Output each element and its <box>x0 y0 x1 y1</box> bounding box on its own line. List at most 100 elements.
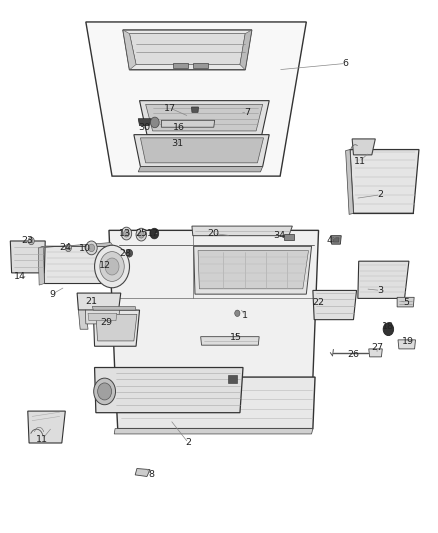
Polygon shape <box>93 310 140 346</box>
Text: 6: 6 <box>343 59 349 68</box>
Polygon shape <box>78 310 88 329</box>
Text: 4: 4 <box>326 237 332 246</box>
Text: 11: 11 <box>36 435 48 444</box>
Polygon shape <box>115 377 315 429</box>
Polygon shape <box>313 290 357 320</box>
Polygon shape <box>161 120 215 127</box>
Polygon shape <box>350 150 419 213</box>
Text: 9: 9 <box>49 289 55 298</box>
Polygon shape <box>38 246 44 285</box>
Polygon shape <box>140 101 269 135</box>
Circle shape <box>136 228 147 241</box>
Circle shape <box>86 241 97 255</box>
Polygon shape <box>346 150 353 214</box>
Text: 23: 23 <box>22 237 34 246</box>
Polygon shape <box>146 104 263 131</box>
Polygon shape <box>198 251 308 289</box>
Text: 10: 10 <box>79 244 91 253</box>
Polygon shape <box>138 119 151 126</box>
Polygon shape <box>191 107 198 112</box>
Circle shape <box>383 323 394 336</box>
Polygon shape <box>123 30 136 70</box>
Polygon shape <box>134 135 269 166</box>
Circle shape <box>138 231 144 238</box>
Polygon shape <box>86 22 306 176</box>
Polygon shape <box>114 429 313 434</box>
Text: 13: 13 <box>119 229 131 238</box>
Text: 15: 15 <box>230 333 242 342</box>
Polygon shape <box>201 337 259 345</box>
Circle shape <box>150 117 159 128</box>
Circle shape <box>121 227 132 240</box>
Circle shape <box>100 252 124 281</box>
Polygon shape <box>138 166 263 172</box>
Polygon shape <box>398 340 416 349</box>
Polygon shape <box>369 349 382 357</box>
Text: 17: 17 <box>164 103 176 112</box>
Polygon shape <box>332 238 339 242</box>
Circle shape <box>235 310 240 317</box>
Text: 20: 20 <box>208 229 220 238</box>
Text: 14: 14 <box>14 272 26 280</box>
Polygon shape <box>397 297 414 307</box>
Polygon shape <box>88 313 117 321</box>
Text: 29: 29 <box>100 318 113 327</box>
Polygon shape <box>135 469 150 477</box>
Polygon shape <box>194 246 311 294</box>
Circle shape <box>28 237 34 245</box>
Circle shape <box>95 245 130 288</box>
Text: 27: 27 <box>371 343 383 352</box>
Polygon shape <box>109 230 318 378</box>
Polygon shape <box>193 63 208 68</box>
Text: 2: 2 <box>378 190 384 199</box>
Polygon shape <box>85 310 120 324</box>
Text: 17: 17 <box>147 229 159 238</box>
Polygon shape <box>11 241 45 273</box>
Circle shape <box>105 258 119 275</box>
Polygon shape <box>43 246 113 284</box>
Circle shape <box>65 244 71 252</box>
Polygon shape <box>240 30 252 70</box>
Polygon shape <box>228 375 237 383</box>
Polygon shape <box>77 293 121 310</box>
Text: 30: 30 <box>138 123 150 132</box>
Text: 18: 18 <box>382 321 394 330</box>
Text: 5: 5 <box>404 298 410 307</box>
Polygon shape <box>141 138 264 163</box>
Polygon shape <box>130 34 245 64</box>
Polygon shape <box>38 243 113 248</box>
Text: 28: 28 <box>119 249 131 258</box>
Text: 11: 11 <box>353 157 366 166</box>
Text: 25: 25 <box>135 229 147 238</box>
Text: 31: 31 <box>171 139 184 148</box>
Text: 24: 24 <box>59 244 71 253</box>
Polygon shape <box>95 368 243 413</box>
Text: 21: 21 <box>85 296 98 305</box>
Circle shape <box>127 249 133 257</box>
Polygon shape <box>92 306 136 310</box>
Circle shape <box>94 378 116 405</box>
Polygon shape <box>285 233 294 240</box>
Text: 7: 7 <box>244 108 251 117</box>
Text: 2: 2 <box>185 439 191 448</box>
Text: 22: 22 <box>313 298 325 307</box>
Polygon shape <box>96 314 137 341</box>
Polygon shape <box>173 63 188 68</box>
Text: 8: 8 <box>148 471 154 479</box>
Circle shape <box>98 383 112 400</box>
Text: 1: 1 <box>242 311 248 320</box>
Polygon shape <box>352 139 375 155</box>
Polygon shape <box>123 30 252 70</box>
Text: 16: 16 <box>173 123 185 132</box>
Text: 26: 26 <box>347 350 360 359</box>
Text: 3: 3 <box>378 286 384 295</box>
Polygon shape <box>358 261 409 298</box>
Text: 19: 19 <box>402 337 413 346</box>
Circle shape <box>124 230 129 237</box>
Text: 34: 34 <box>273 231 285 240</box>
Polygon shape <box>331 236 341 244</box>
Polygon shape <box>192 226 292 236</box>
Text: 12: 12 <box>99 261 111 270</box>
Circle shape <box>88 244 95 252</box>
Circle shape <box>150 228 159 239</box>
